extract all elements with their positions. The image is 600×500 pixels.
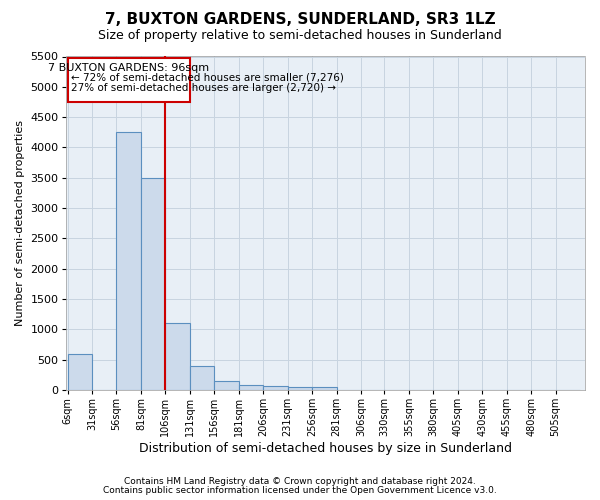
Bar <box>263 386 287 390</box>
Text: 7, BUXTON GARDENS, SUNDERLAND, SR3 1LZ: 7, BUXTON GARDENS, SUNDERLAND, SR3 1LZ <box>104 12 496 28</box>
Bar <box>116 132 141 390</box>
Text: Size of property relative to semi-detached houses in Sunderland: Size of property relative to semi-detach… <box>98 29 502 42</box>
Bar <box>166 324 190 390</box>
Y-axis label: Number of semi-detached properties: Number of semi-detached properties <box>15 120 25 326</box>
Bar <box>239 386 263 390</box>
Bar <box>287 387 312 390</box>
Bar <box>68 354 92 390</box>
Text: 7 BUXTON GARDENS: 96sqm: 7 BUXTON GARDENS: 96sqm <box>48 62 209 72</box>
Bar <box>190 366 214 390</box>
Text: 27% of semi-detached houses are larger (2,720) →: 27% of semi-detached houses are larger (… <box>71 83 337 93</box>
X-axis label: Distribution of semi-detached houses by size in Sunderland: Distribution of semi-detached houses by … <box>139 442 512 455</box>
Bar <box>214 381 239 390</box>
Bar <box>312 387 337 390</box>
Text: Contains public sector information licensed under the Open Government Licence v3: Contains public sector information licen… <box>103 486 497 495</box>
Bar <box>141 178 166 390</box>
Text: ← 72% of semi-detached houses are smaller (7,276): ← 72% of semi-detached houses are smalle… <box>71 72 344 83</box>
FancyBboxPatch shape <box>68 58 190 102</box>
Text: Contains HM Land Registry data © Crown copyright and database right 2024.: Contains HM Land Registry data © Crown c… <box>124 477 476 486</box>
